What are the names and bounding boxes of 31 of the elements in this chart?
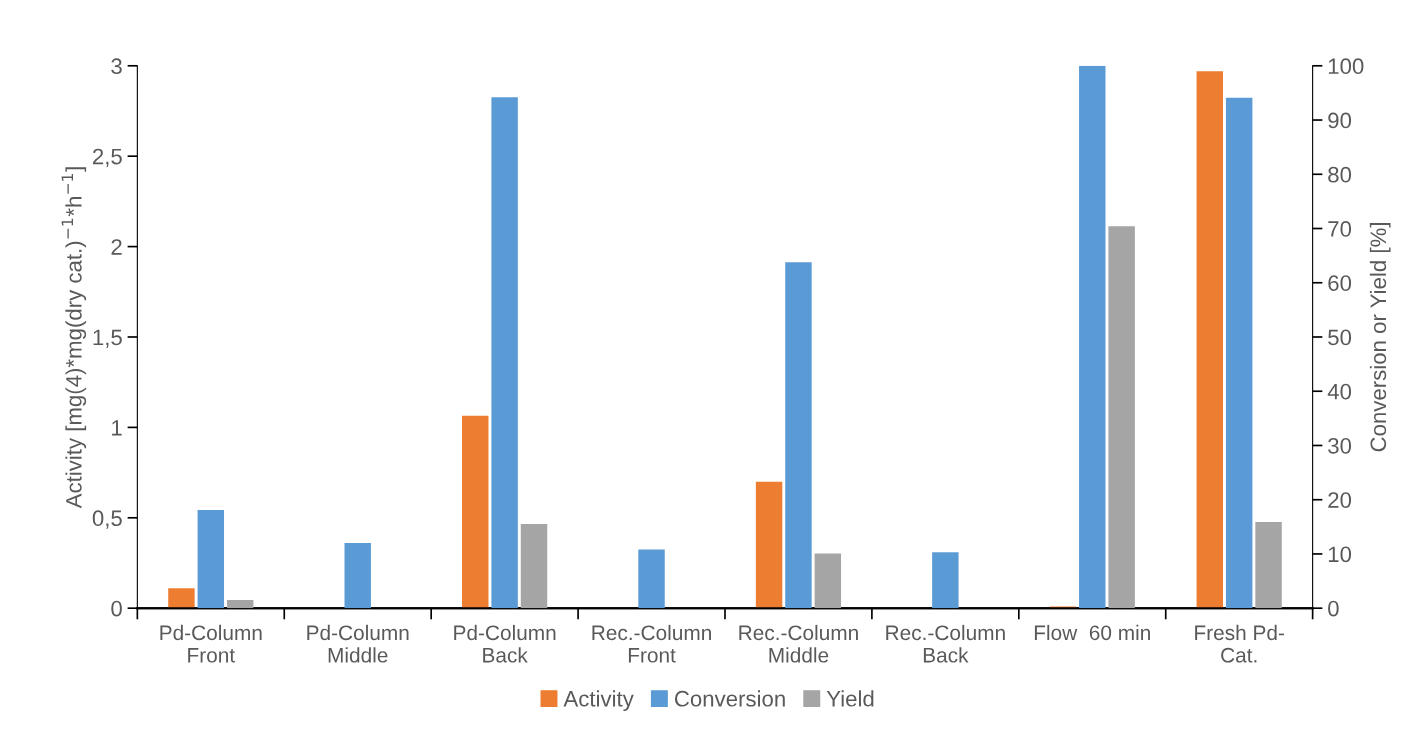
y2-tick-label: 80 (1328, 166, 1352, 183)
y-tick-label: 0,5 (92, 510, 122, 529)
x-tick-label: Fresh Pd- Cat. (1195, 624, 1284, 663)
y2-tick-label: 90 (1328, 112, 1352, 129)
y2-tick-label: 10 (1328, 546, 1352, 563)
y-tick-label: 0 (111, 600, 122, 617)
y2-axis-title: Conversion or Yield [%] (1369, 223, 1391, 452)
y2-tick-label: 40 (1327, 383, 1352, 400)
y2-tick-label: 100 (1328, 58, 1364, 75)
y2-tick-label: 50 (1328, 329, 1352, 346)
legend-label: Activity (563, 690, 634, 711)
y-axis-title: Activity [mg(4)*mg(dry cat.)$^{−1}$*h$^{−1}$] (61, 167, 87, 509)
y-tick-label: 2,5 (93, 148, 122, 168)
y2-tick-label: 70 (1328, 221, 1352, 237)
legend-label: Yield (826, 690, 874, 707)
x-tick-label: Rec.-Column Back (886, 624, 1005, 663)
y-tick-label: 1,5 (93, 329, 122, 348)
y2-tick-label: 20 (1328, 492, 1352, 508)
x-tick-label: Pd-Column Front (160, 624, 262, 663)
y-tick-label: 1 (112, 420, 122, 436)
y-tick-label: 3 (111, 58, 122, 75)
x-tick-label: Pd-Column Middle (307, 624, 409, 663)
y2-tick-label: 60 (1328, 275, 1352, 292)
y2-tick-label: 30 (1328, 438, 1352, 454)
x-tick-label: Rec.-Column Front (592, 624, 711, 663)
x-tick-label: Flow 60 min (1034, 624, 1150, 641)
y2-tick-label: 0 (1328, 600, 1339, 617)
y-tick-label: 2 (111, 239, 122, 255)
legend-label: Conversion (674, 690, 785, 707)
x-tick-label: Pd-Column Back (454, 624, 556, 663)
x-tick-label: Rec.-Column Middle (739, 624, 858, 663)
